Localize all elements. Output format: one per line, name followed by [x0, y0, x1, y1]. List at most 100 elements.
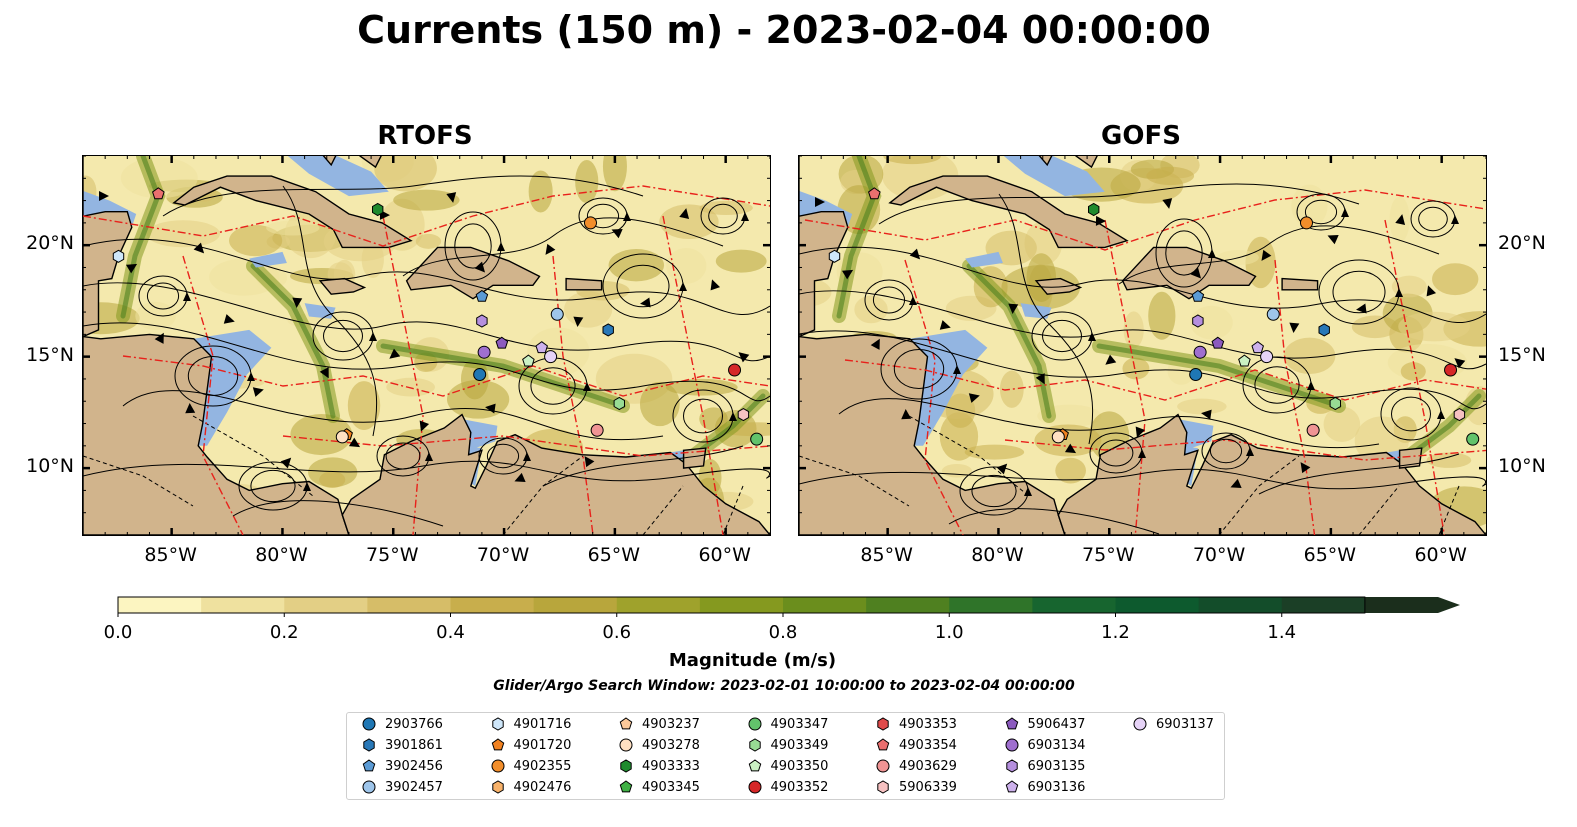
rtofs-eez-boundary — [552, 255, 594, 535]
rtofs-lat-tick-label: 10°N — [26, 455, 74, 478]
rtofs-speed-patch — [528, 170, 553, 213]
rtofs-speed-patch — [699, 407, 728, 431]
gofs-flow-arrow — [1138, 449, 1146, 458]
gofs-flow-arrow — [953, 365, 961, 374]
circle-marker-icon — [362, 780, 376, 794]
rtofs-float-marker — [613, 396, 625, 411]
legend-label: 4903345 — [642, 779, 700, 795]
rtofs-flow-arrow — [425, 452, 433, 461]
pentagon-marker-icon — [1005, 717, 1018, 730]
legend-marker — [491, 759, 504, 773]
gofs-flow-arrow — [1426, 285, 1437, 297]
colorbar-segment — [118, 597, 202, 613]
colorbar-segment — [1281, 597, 1366, 613]
gofs-float-marker — [1318, 323, 1330, 337]
legend-marker — [748, 738, 761, 752]
rtofs-flow-arrow — [485, 403, 496, 414]
gofs-country-border — [1218, 455, 1300, 535]
rtofs-streamline — [542, 445, 744, 487]
gofs-land-cuba — [888, 175, 1129, 249]
gofs-flow-arrow — [968, 393, 980, 403]
rtofs-streamline — [83, 282, 770, 362]
legend-item: 4901716 — [490, 715, 571, 733]
pentagon-marker-icon — [362, 759, 376, 772]
rtofs-float-marker — [522, 354, 535, 367]
rtofs-land-southAmerica — [341, 413, 770, 535]
gofs-float-marker — [1051, 430, 1065, 444]
legend-item: 3902457 — [361, 778, 443, 796]
legend-marker — [1005, 759, 1018, 773]
gofs-land-jamaica — [1034, 277, 1083, 295]
rtofs-speed-patch — [602, 156, 627, 192]
rtofs-country-border — [642, 485, 684, 535]
gofs-eez-boundary — [804, 189, 1486, 251]
rtofs-flow-arrow — [223, 314, 235, 324]
rtofs-flow-arrow — [679, 282, 687, 291]
gofs-lon-tick-label: 75°W — [1082, 544, 1135, 566]
hexagon-marker-icon — [748, 738, 761, 752]
gofs-lon-tick-label: 60°W — [1414, 544, 1467, 566]
colorbar-tick-label: 1.2 — [1101, 622, 1130, 643]
rtofs-speed-patch — [374, 156, 437, 192]
gofs-streamline — [1258, 453, 1460, 495]
rtofs-eddy-streamline — [683, 398, 723, 434]
colorbar-segment — [866, 597, 950, 613]
hexagon-marker-icon — [1005, 759, 1018, 773]
legend-item: 4903347 — [747, 715, 828, 733]
gofs-eddy-streamline — [1332, 270, 1386, 314]
legend-label: 4903629 — [899, 758, 957, 774]
panel-title-gofs: GOFS — [1101, 121, 1181, 151]
gofs-flow-arrow — [1300, 462, 1311, 474]
gofs-flow-arrow — [1230, 478, 1242, 489]
gofs-flow-arrow — [1162, 198, 1173, 209]
legend-item: 3901861 — [361, 736, 443, 754]
colorbar-segment — [949, 597, 1033, 613]
rtofs-eez-boundary — [662, 215, 724, 535]
gofs-eez-boundary — [904, 259, 964, 535]
colorbar-tick-label: 0.0 — [103, 622, 133, 643]
rtofs-lat-tick-label: 20°N — [26, 232, 74, 255]
gofs-country-border — [1358, 485, 1400, 535]
rtofs-flow-arrow — [125, 263, 138, 274]
gofs-speed-patch — [1426, 452, 1472, 468]
gofs-eddy-streamline — [1418, 206, 1448, 232]
rtofs-flow-arrow — [729, 412, 737, 421]
rtofs-flow-arrow — [584, 456, 595, 468]
legend-marker — [491, 780, 504, 794]
rtofs-eddy-streamline — [250, 469, 296, 503]
circle-marker-icon — [748, 717, 761, 731]
circle-marker-icon — [491, 759, 504, 773]
colorbar-segment — [201, 597, 285, 613]
gofs-float-marker — [868, 187, 881, 200]
gofs-flow-arrow — [1008, 303, 1019, 314]
legend-item: 2903766 — [361, 715, 443, 733]
rtofs-fast-current-core — [250, 263, 336, 419]
rtofs-float-marker — [475, 289, 489, 302]
gofs-eddy-streamline — [1304, 199, 1338, 225]
pentagon-marker-icon — [491, 738, 504, 751]
rtofs-float-marker — [583, 216, 597, 230]
legend-item: 4903333 — [618, 757, 700, 775]
gofs-streamline — [1118, 225, 1440, 285]
circle-marker-icon — [876, 759, 890, 773]
legend-label: 5906339 — [899, 779, 957, 795]
rtofs-flow-arrow — [446, 192, 457, 203]
gofs-float-marker — [1211, 336, 1225, 349]
colorbar-segment — [450, 597, 535, 613]
rtofs-frame-ticks — [83, 156, 770, 535]
rtofs-float-marker — [112, 249, 125, 263]
gofs-flow-arrow — [1395, 288, 1403, 297]
gofs-float-marker — [1238, 354, 1251, 367]
colorbar — [117, 596, 1460, 617]
float-legend: 2903766 3901861 3902456 3902457 4901716 49017… — [346, 712, 1225, 800]
legend-item: 4901720 — [490, 736, 572, 754]
colorbar-tick-label: 0.4 — [436, 622, 465, 643]
legend-label: 4901720 — [513, 737, 572, 753]
legend-marker — [362, 717, 376, 731]
gofs-flow-arrow — [996, 463, 1008, 475]
legend-marker — [1005, 738, 1018, 752]
rtofs-streamline — [122, 390, 664, 441]
rtofs-country-border — [722, 485, 744, 535]
hexagon-marker-icon — [491, 780, 504, 794]
legend-marker — [748, 759, 761, 772]
